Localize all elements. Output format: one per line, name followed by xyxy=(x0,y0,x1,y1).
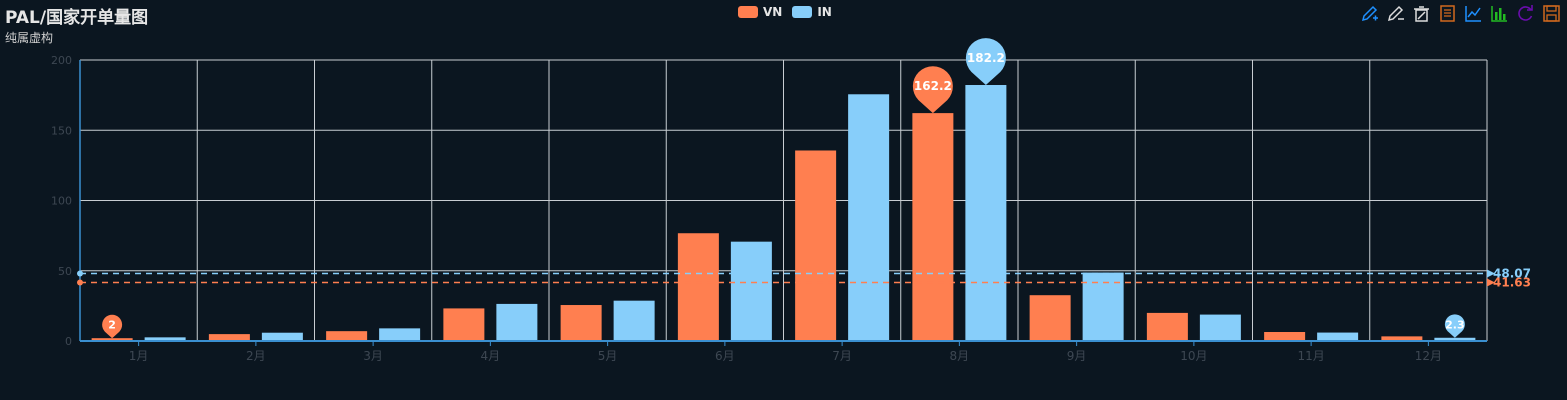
bar-vn[interactable] xyxy=(326,331,368,341)
bar-vn[interactable] xyxy=(1381,336,1423,341)
x-tick-label: 3月 xyxy=(363,349,383,363)
marker-label-in: 2.3 xyxy=(1445,318,1465,331)
mark-clear-icon[interactable] xyxy=(1412,4,1431,23)
marker-label-vn: 2 xyxy=(108,319,116,332)
bar-chart-icon[interactable] xyxy=(1490,4,1509,23)
x-tick-label: 8月 xyxy=(950,349,970,363)
legend-item-vn[interactable]: VN xyxy=(738,5,782,19)
bar-in[interactable] xyxy=(496,303,538,341)
legend-label-in: IN xyxy=(817,5,832,19)
line-chart-icon[interactable] xyxy=(1464,4,1483,23)
y-tick-label: 200 xyxy=(51,54,72,67)
x-tick-label: 9月 xyxy=(1067,349,1087,363)
legend-label-vn: VN xyxy=(763,5,783,19)
average-label-in: 48.07 xyxy=(1493,266,1531,280)
average-line-start xyxy=(77,279,83,286)
x-tick-label: 4月 xyxy=(481,349,501,363)
marker-pin-in[interactable] xyxy=(1444,314,1465,338)
marker-pin-in[interactable] xyxy=(965,38,1006,86)
legend-swatch-vn xyxy=(738,6,758,18)
legend-swatch-in xyxy=(792,6,813,18)
average-line-arrow xyxy=(1487,278,1495,287)
x-tick-label: 10月 xyxy=(1180,349,1207,363)
marker-label-in: 182.2 xyxy=(967,51,1005,65)
bar-in[interactable] xyxy=(1082,272,1124,341)
restore-icon[interactable] xyxy=(1516,4,1535,23)
bar-vn[interactable] xyxy=(1029,295,1071,341)
y-tick-label: 0 xyxy=(65,335,72,348)
bar-vn[interactable] xyxy=(560,305,602,341)
average-line-arrow xyxy=(1487,269,1495,278)
marker-label-vn: 162.2 xyxy=(914,79,952,93)
bar-in[interactable] xyxy=(1199,314,1241,341)
bar-in[interactable] xyxy=(379,328,421,341)
x-tick-label: 6月 xyxy=(715,349,735,363)
bar-in[interactable] xyxy=(613,300,655,341)
bar-vn[interactable] xyxy=(1264,332,1306,341)
bar-in[interactable] xyxy=(1317,332,1359,341)
legend: VN IN xyxy=(738,5,832,19)
save-image-icon[interactable] xyxy=(1542,4,1561,23)
bar-vn[interactable] xyxy=(1146,312,1188,341)
data-view-icon[interactable] xyxy=(1438,4,1457,23)
y-tick-label: 150 xyxy=(51,124,72,137)
bar-in[interactable] xyxy=(730,241,772,341)
x-tick-label: 2月 xyxy=(246,349,266,363)
bar-in[interactable] xyxy=(1434,337,1476,341)
bar-in[interactable] xyxy=(144,337,186,341)
x-tick-label: 5月 xyxy=(598,349,618,363)
mark-undo-icon[interactable] xyxy=(1386,4,1405,23)
x-tick-label: 1月 xyxy=(129,349,149,363)
bar-in[interactable] xyxy=(261,332,303,341)
average-line-start xyxy=(77,270,83,277)
bar-vn[interactable] xyxy=(443,308,485,341)
bar-vn[interactable] xyxy=(91,338,133,341)
bar-vn[interactable] xyxy=(208,334,250,341)
bar-in[interactable] xyxy=(848,94,890,341)
x-tick-label: 11月 xyxy=(1297,349,1324,363)
average-label-vn: 41.63 xyxy=(1493,276,1531,290)
y-tick-label: 50 xyxy=(58,265,72,278)
chart-title: PAL/国家开单量图 xyxy=(5,8,149,28)
marker-pin-vn[interactable] xyxy=(912,66,953,114)
bar-vn[interactable] xyxy=(677,233,719,341)
bar-vn[interactable] xyxy=(912,113,954,341)
bar-vn[interactable] xyxy=(795,150,837,341)
marker-pin-vn[interactable] xyxy=(102,314,123,339)
x-tick-label: 7月 xyxy=(832,349,852,363)
y-tick-label: 100 xyxy=(51,195,72,208)
toolbox xyxy=(1360,4,1561,23)
chart-subtitle: 纯属虚构 xyxy=(5,31,54,45)
legend-item-in[interactable]: IN xyxy=(792,5,832,19)
x-tick-label: 12月 xyxy=(1415,349,1442,363)
bar-in[interactable] xyxy=(965,85,1007,341)
mark-icon[interactable] xyxy=(1360,4,1379,23)
